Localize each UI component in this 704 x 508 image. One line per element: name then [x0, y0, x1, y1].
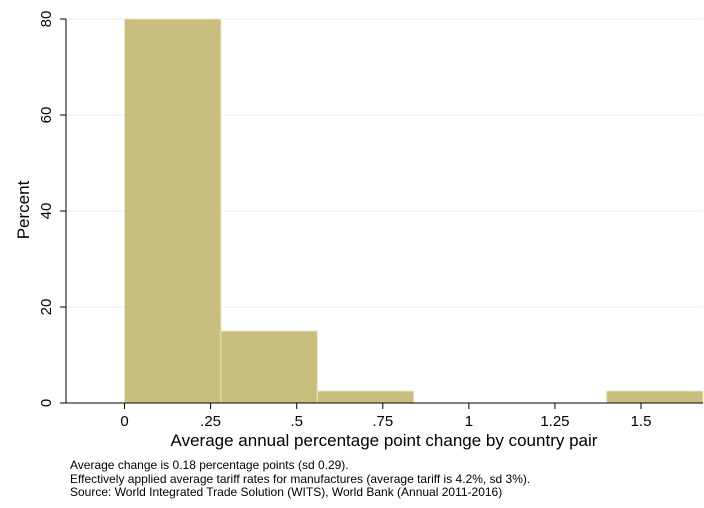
histogram-bar: [316, 390, 415, 404]
x-tick-label: 0: [120, 413, 128, 430]
x-tick-label: .5: [290, 413, 303, 430]
axes: 0 20 40 60 80 0 .25 .5 .75 1 1.25 1.5: [38, 11, 703, 430]
x-tick-label: .25: [200, 413, 221, 430]
histogram-bar: [606, 390, 704, 404]
x-axis-title: Average annual percentage point change b…: [171, 431, 598, 450]
y-tick-label: 80: [38, 11, 55, 28]
x-tick-label: 1.5: [631, 413, 652, 430]
y-axis-title: Percent: [14, 180, 33, 239]
histogram-chart: 0 20 40 60 80 0 .25 .5 .75 1 1.25 1.5 Percent Avera…: [14, 11, 704, 450]
note-tariff-description: Effectively applied average tariff rates…: [70, 471, 531, 486]
histogram-bar: [124, 18, 222, 404]
note-average-change: Average change is 0.18 percentage points…: [70, 458, 349, 472]
y-tick-label: 20: [38, 299, 55, 316]
x-tick-label: 1: [465, 413, 473, 430]
x-tick-label: .75: [372, 413, 393, 430]
histogram-bar: [220, 330, 318, 404]
y-tick-label: 0: [38, 399, 55, 407]
y-tick-label: 40: [38, 203, 55, 220]
x-tick-label: 1.25: [540, 413, 569, 430]
chart-notes: Average change is 0.18 percentage points…: [70, 458, 700, 500]
y-tick-label: 60: [38, 107, 55, 124]
note-source: Source: World Integrated Trade Solution …: [70, 485, 503, 499]
